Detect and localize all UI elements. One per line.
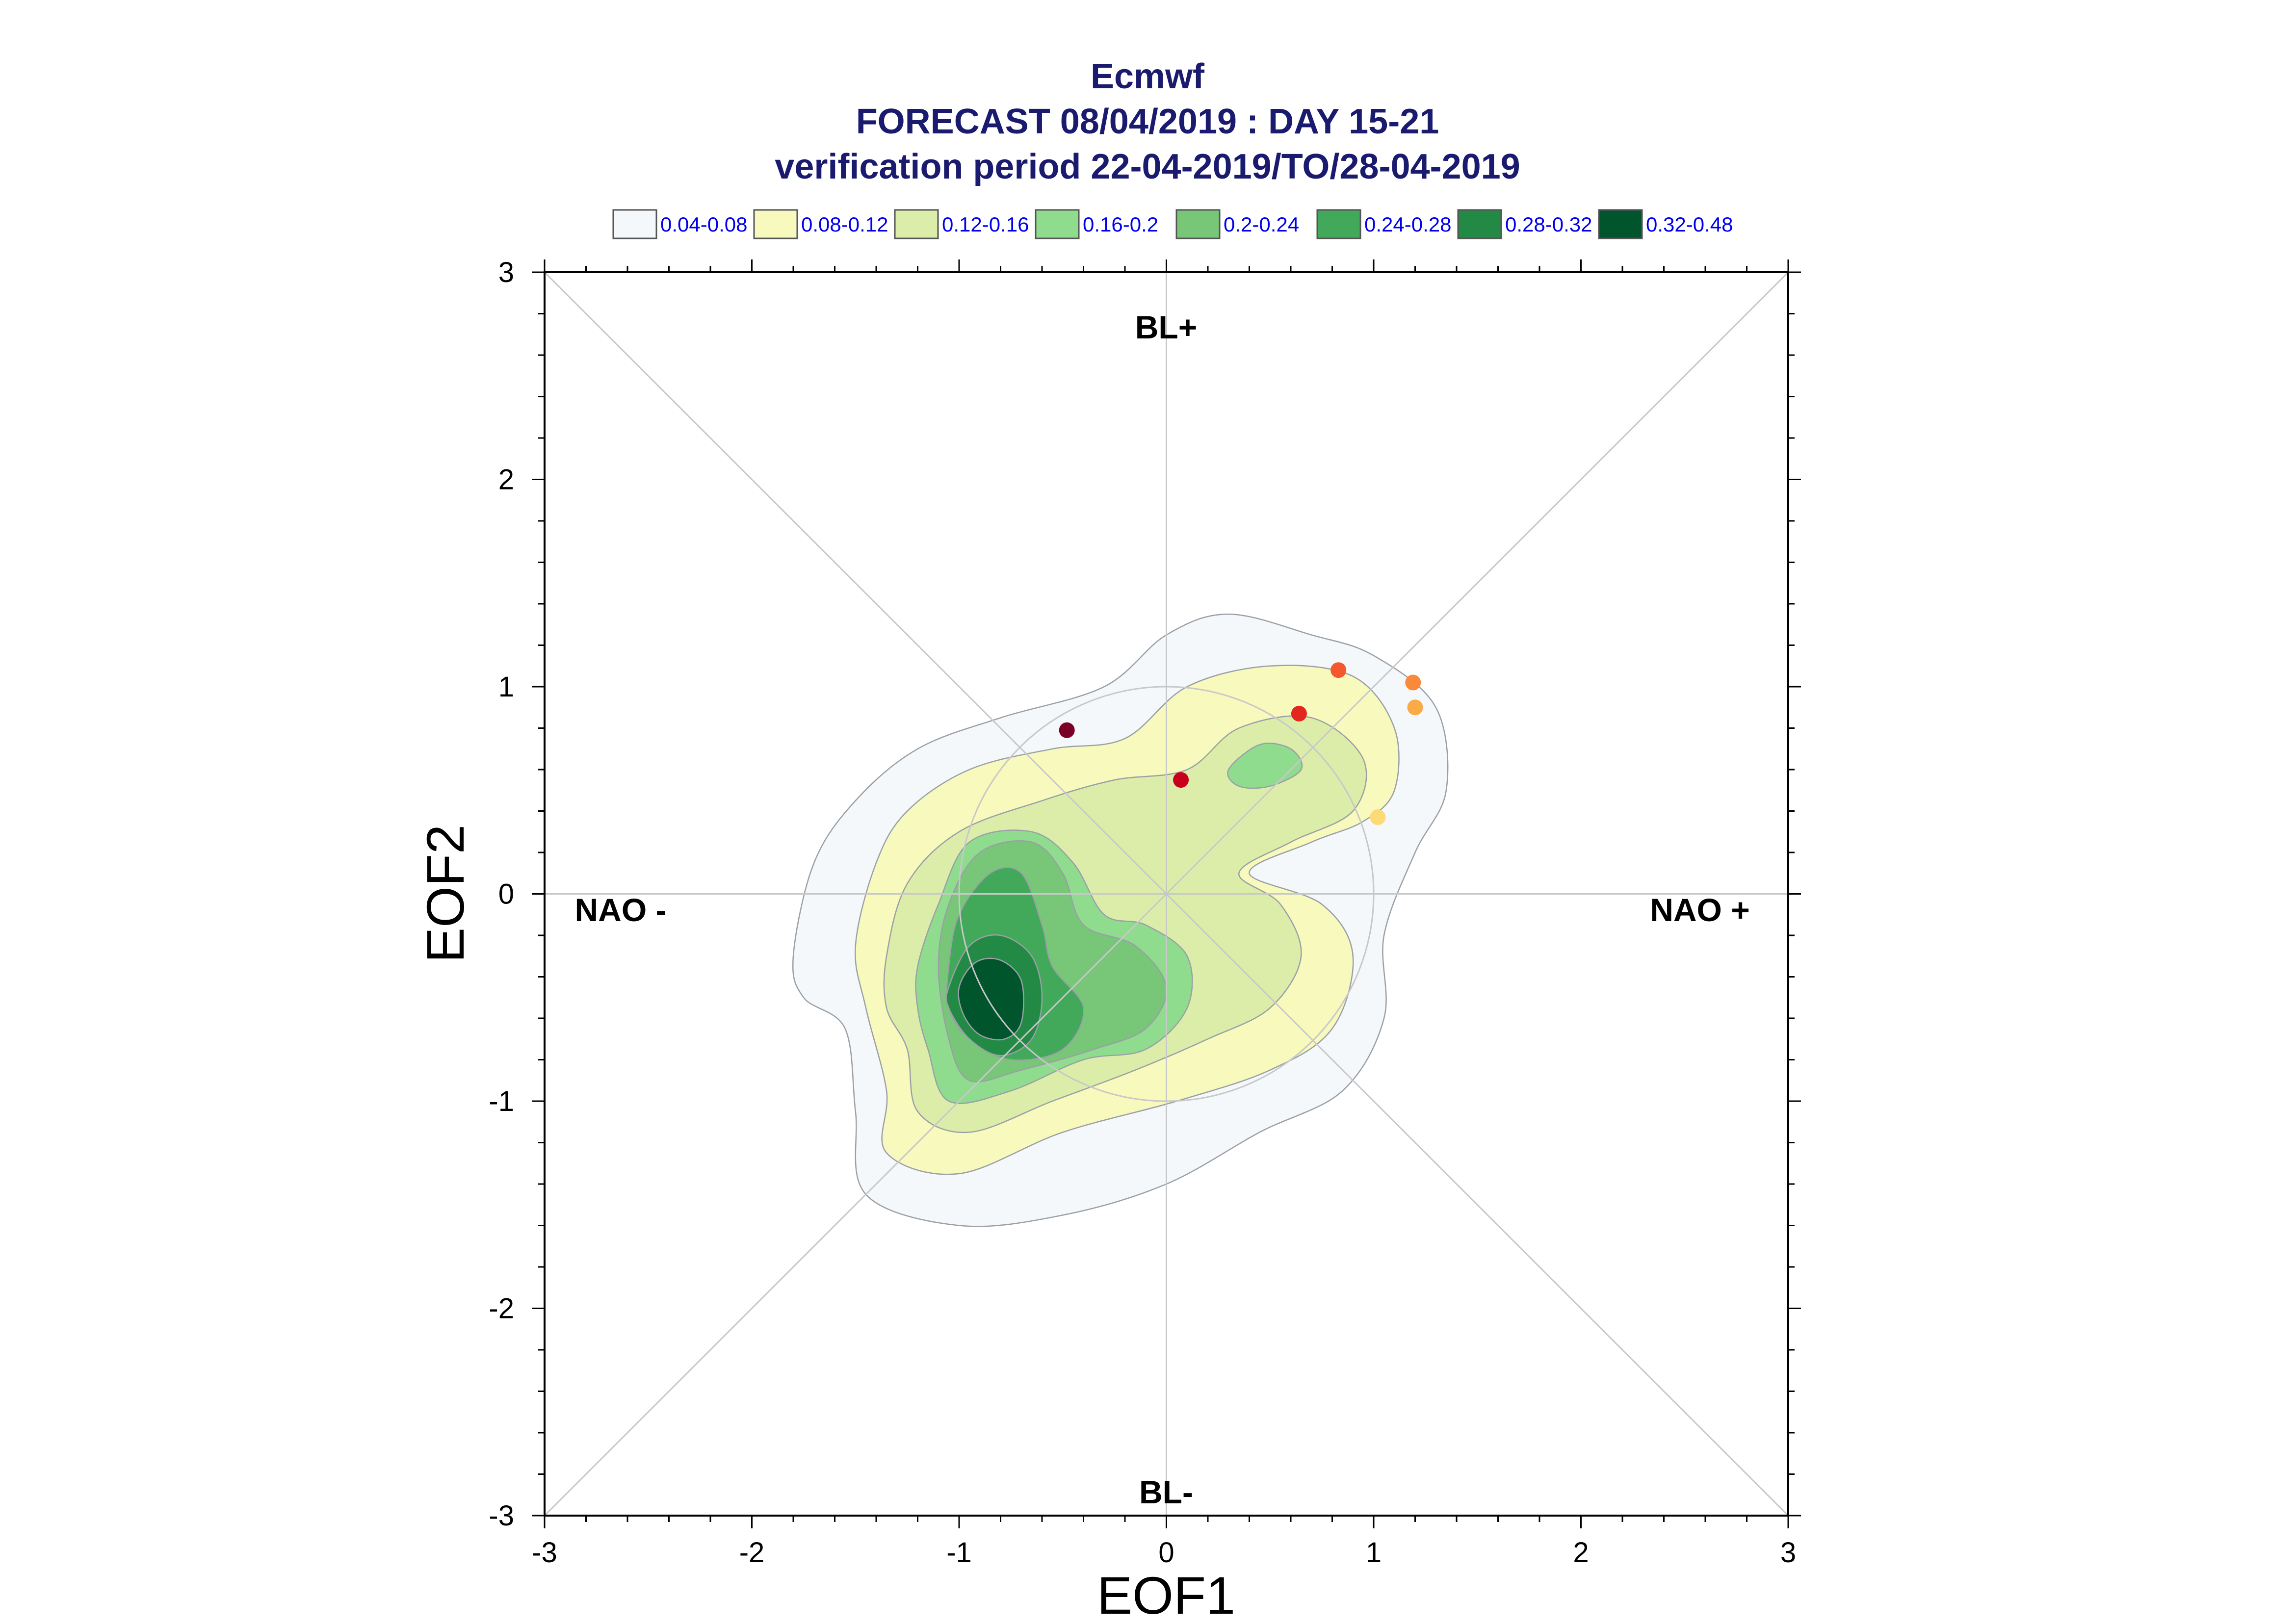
legend-swatch-overlay-3 xyxy=(1035,209,1080,239)
y-tick-label: -2 xyxy=(489,1293,514,1325)
legend-label-5: 0.24-0.28 xyxy=(1364,213,1451,236)
y-tick-label: -1 xyxy=(489,1085,514,1117)
forecast-point-3 xyxy=(1330,662,1347,678)
reference-circle xyxy=(958,686,1375,1102)
regime-label-nao-plus: NAO + xyxy=(1650,892,1750,928)
legend-label-6: 0.28-0.32 xyxy=(1505,213,1592,236)
density-contour-8 xyxy=(958,957,1024,1041)
x-tick-label: -1 xyxy=(946,1537,972,1569)
regime-label-bl-plus: BL+ xyxy=(1135,309,1198,345)
diagonal-line-falling xyxy=(545,272,1788,1516)
legend-swatch-overlay-2 xyxy=(894,209,939,239)
x-tick-label: 1 xyxy=(1366,1537,1382,1569)
x-tick-label: -3 xyxy=(532,1537,557,1569)
legend-label-3: 0.16-0.2 xyxy=(1083,213,1158,236)
forecast-point-2 xyxy=(1291,705,1307,722)
chart-title-line-3: verification period 22-04-2019/TO/28-04-… xyxy=(775,147,1520,186)
legend-label-2: 0.12-0.16 xyxy=(942,213,1029,236)
plot-area: -3 -2 -1 0 1 2 3 -3 -2 -1 0 1 2 3 xyxy=(489,257,1801,1569)
x-tick-label: -2 xyxy=(739,1537,765,1569)
legend-swatch-0 xyxy=(612,209,657,239)
legend-label-7: 0.32-0.48 xyxy=(1646,213,1733,236)
y-tick-label: 1 xyxy=(498,671,514,703)
forecast-point-6 xyxy=(1370,809,1386,825)
legend-swatch-overlay-7 xyxy=(1598,209,1643,239)
legend-label-1: 0.08-0.12 xyxy=(801,213,888,236)
legend-swatch-overlay-1 xyxy=(753,209,798,239)
legend: 0.04-0.08 0.08-0.12 0.12-0.16 0.16-0.2 0.2-0… xyxy=(612,209,1733,239)
legend-label-4: 0.2-0.24 xyxy=(1224,213,1299,236)
forecast-point-5 xyxy=(1407,699,1423,716)
x-tick-label: 0 xyxy=(1158,1537,1174,1569)
axis-ticks: -3 -2 -1 0 1 2 3 -3 -2 -1 0 1 2 3 xyxy=(489,257,1801,1569)
y-tick-label: 0 xyxy=(498,878,514,910)
guide-lines xyxy=(545,272,1788,1516)
legend-swatch-overlay-6 xyxy=(1457,209,1502,239)
chart-title-line-1: Ecmwf xyxy=(1091,57,1205,96)
regime-label-bl-minus: BL- xyxy=(1139,1474,1193,1510)
y-tick-label: -3 xyxy=(489,1500,514,1532)
forecast-points xyxy=(1059,662,1423,825)
chart-title-line-2: FORECAST 08/04/2019 : DAY 15-21 xyxy=(856,102,1439,141)
forecast-point-4 xyxy=(1405,674,1421,691)
y-tick-label: 3 xyxy=(498,257,514,288)
y-tick-label: 2 xyxy=(498,464,514,496)
x-tick-label: 2 xyxy=(1573,1537,1589,1569)
regime-label-nao-minus: NAO - xyxy=(575,892,667,928)
forecast-point-1 xyxy=(1173,772,1189,788)
density-contours xyxy=(792,613,1449,1227)
legend-label-0: 0.04-0.08 xyxy=(660,213,747,236)
x-tick-label: 3 xyxy=(1780,1537,1796,1569)
y-axis-title: EOF2 xyxy=(416,825,475,963)
forecast-point-0 xyxy=(1059,722,1075,738)
legend-swatch-overlay-4 xyxy=(1175,209,1221,239)
legend-swatch-overlay-5 xyxy=(1316,209,1361,239)
x-axis-title: EOF1 xyxy=(1097,1566,1235,1624)
